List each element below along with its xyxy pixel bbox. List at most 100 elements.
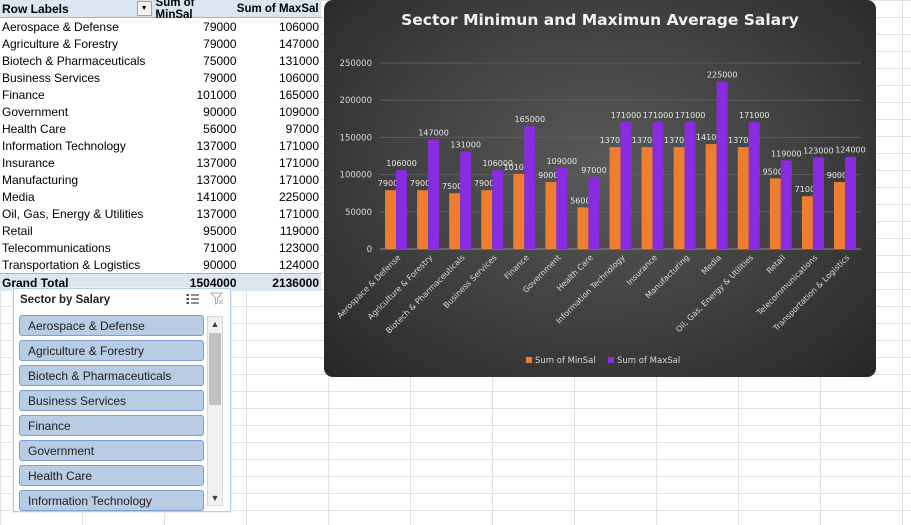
row-label: Manufacturing [2,172,79,187]
x-tick-label: Agriculture & Forestry [366,253,435,322]
slicer-item[interactable]: Government [19,440,204,461]
max-sal-header[interactable]: Sum of MaxSal [236,2,319,15]
min-sal-cell: 90000 [203,104,237,119]
pivot-row[interactable]: Media 141000 225000 [0,188,321,205]
bar-min [705,144,717,249]
sector-slicer[interactable]: Sector by Salary Aerospace & Defense Agri… [13,288,231,512]
max-sal-cell: 106000 [278,19,319,34]
row-label: Health Care [2,121,67,136]
max-sal-cell: 124000 [278,257,319,272]
data-label: 75000 [442,182,467,191]
bar-max [812,157,824,249]
min-sal-cell: 137000 [196,138,237,153]
min-sal-cell: 56000 [203,121,237,136]
data-label: 171000 [643,111,674,120]
min-sal-cell: 79000 [203,19,237,34]
slicer-scrollbar[interactable]: ▲ ▼ [207,316,223,506]
pivot-row[interactable]: Health Care 56000 97000 [0,120,321,137]
data-label: 95000 [763,167,788,176]
bar-max [780,160,792,249]
pivot-row[interactable]: Retail 95000 119000 [0,222,321,239]
bar-max [684,121,696,249]
data-label: 171000 [739,111,770,120]
x-tick-label: Aerospace & Defense [335,253,402,320]
slicer-item[interactable]: Aerospace & Defense [19,315,204,336]
pivot-row[interactable]: Manufacturing 137000 171000 [0,171,321,188]
slicer-items: Aerospace & Defense Agriculture & Forestr… [19,315,204,511]
data-label: 137000 [632,136,663,145]
pivot-row[interactable]: Transportation & Logistics 90000 124000 [0,256,321,273]
grand-total-row[interactable]: Grand Total 1504000 2136000 [0,273,321,291]
slicer-item[interactable]: Biotech & Pharmaceuticals [19,365,204,386]
min-sal-cell: 75000 [203,53,237,68]
bar-min [673,147,685,249]
filter-dropdown-icon[interactable]: ▼ [136,1,152,16]
pivot-row[interactable]: Insurance 137000 171000 [0,154,321,171]
pivot-row[interactable]: Biotech & Pharmaceuticals 75000 131000 [0,52,321,69]
data-label: 123000 [803,146,834,155]
pivot-row[interactable]: Government 90000 109000 [0,103,321,120]
min-sal-cell: 137000 [196,206,237,221]
pivot-row[interactable]: Telecommunications 71000 123000 [0,239,321,256]
row-label: Transportation & Logistics [2,257,141,272]
multi-select-icon[interactable] [186,293,200,308]
bar-max [748,121,760,249]
row-label: Government [2,104,69,119]
max-sal-cell: 119000 [279,223,319,238]
data-label: 71000 [795,185,820,194]
pivot-row[interactable]: Finance 101000 165000 [0,86,321,103]
slicer-header: Sector by Salary [14,289,230,311]
x-tick-label: Finance [503,253,531,281]
scroll-up-icon[interactable]: ▲ [210,319,220,329]
row-label: Finance [2,87,45,102]
min-sal-cell: 141000 [196,189,237,204]
slicer-item[interactable]: Finance [19,415,204,436]
scroll-thumb[interactable] [209,333,221,405]
pivot-row[interactable]: Aerospace & Defense 79000 106000 [0,18,321,35]
data-label: 79000 [410,179,435,188]
data-label: 79000 [474,179,499,188]
pivot-row[interactable]: Agriculture & Forestry 79000 147000 [0,35,321,52]
bar-max [716,81,728,249]
max-sal-cell: 147000 [278,36,319,51]
pivot-row[interactable]: Oil, Gas, Energy & Utilities 137000 171000 [0,205,321,222]
bar-max [844,156,856,249]
pivot-row[interactable]: Information Technology 137000 171000 [0,137,321,154]
slicer-title: Sector by Salary [20,294,111,306]
slicer-item[interactable]: Business Services [19,390,204,411]
y-tick-label: 200000 [340,96,372,106]
row-label: Retail [2,223,33,238]
y-tick-label: 150000 [340,133,372,143]
data-label: 90000 [538,171,563,180]
min-sal-header[interactable]: Sum of MinSal [155,0,195,21]
row-label: Agriculture & Forestry [2,36,119,51]
scroll-down-icon[interactable]: ▼ [210,493,220,503]
slicer-item[interactable]: Agriculture & Forestry [19,340,204,361]
min-sal-cell: 95000 [203,223,237,238]
legend-swatch [608,357,614,363]
clear-filter-icon[interactable] [209,292,224,308]
x-tick-label: Insurance [625,253,659,287]
pivot-row[interactable]: Business Services 79000 106000 [0,69,321,86]
slicer-item[interactable]: Information Technology [19,490,204,511]
data-label: 106000 [482,159,513,168]
row-labels-header: Row Labels ▼ [0,1,153,16]
data-label: 171000 [611,111,642,120]
salary-chart[interactable]: Sector Minimun and Maximun Average Salar… [324,0,876,377]
bar-min [833,182,845,249]
legend-label: Sum of MaxSal [617,356,680,366]
bar-max [428,139,440,249]
data-label: 101000 [504,163,535,172]
min-sal-cell: 79000 [203,36,237,51]
chart-svg: Sector Minimun and Maximun Average Salar… [335,11,866,366]
bar-min [609,147,621,249]
bar-min [545,182,557,249]
y-tick-label: 250000 [340,59,372,69]
slicer-item[interactable]: Health Care [19,465,204,486]
chart-title: Sector Minimun and Maximun Average Salar… [401,11,799,29]
bar-min [513,173,525,249]
data-label: 147000 [418,129,449,138]
grand-total-label: Grand Total [2,275,69,290]
data-label: 171000 [675,111,706,120]
bar-min [801,196,813,249]
